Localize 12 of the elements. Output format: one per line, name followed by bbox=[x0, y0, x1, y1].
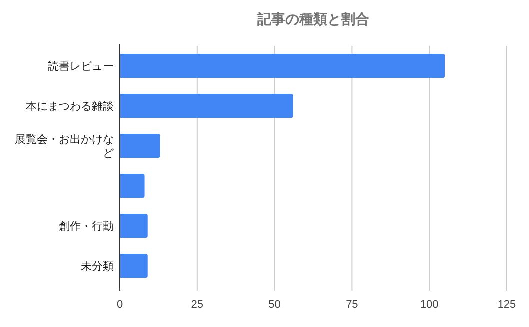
y-tick-label: 本にまつわる雑談 bbox=[26, 100, 114, 113]
y-tick-label: 未分類 bbox=[81, 260, 114, 273]
y-tick-label: 読書レビュー bbox=[48, 60, 114, 73]
x-tick-label: 75 bbox=[346, 299, 358, 311]
x-tick-label: 25 bbox=[191, 299, 204, 311]
x-tick-label: 100 bbox=[420, 299, 439, 311]
y-tick-label: 展覧会・お出かけなど bbox=[15, 133, 114, 160]
x-tick-label: 125 bbox=[498, 299, 516, 311]
chart-title: 記事の種類と割合 bbox=[256, 11, 370, 27]
x-tick-label: 50 bbox=[268, 299, 281, 311]
y-tick-label: 創作・行動 bbox=[59, 221, 114, 233]
x-tick-label: 0 bbox=[116, 299, 124, 311]
